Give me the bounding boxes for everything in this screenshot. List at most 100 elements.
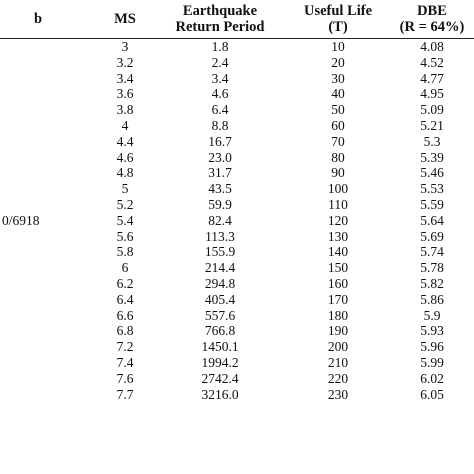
dbe-cell: 5.39 <box>420 149 444 165</box>
useful-life-cell: 190 <box>327 323 349 339</box>
useful-life-cell: 170 <box>327 291 349 307</box>
ms-cell: 3.8 <box>116 102 134 118</box>
return-period-cell: 214.4 <box>204 260 236 276</box>
useful-life-cell: 200 <box>327 339 349 355</box>
return-period-cell: 3.4 <box>211 70 229 86</box>
table-row: 5 43.5 100 5.53 <box>0 181 474 197</box>
return-period-cell: 405.4 <box>204 291 236 307</box>
dbe-cell: 5.93 <box>420 323 444 339</box>
header-useful-life: Useful Life (T) <box>286 0 390 39</box>
table-row: 6.8 766.8 190 5.93 <box>0 323 474 339</box>
table-row: 4.4 16.7 70 5.3 <box>0 134 474 150</box>
table-row: 3.4 3.4 30 4.77 <box>0 71 474 87</box>
table-row: 3.8 6.4 50 5.09 <box>0 102 474 118</box>
ms-cell: 3 <box>121 39 129 54</box>
table-row: 5.6 113.3 130 5.69 <box>0 229 474 245</box>
useful-life-cell: 50 <box>331 102 345 118</box>
dbe-cell: 5.59 <box>420 196 444 212</box>
ms-cell: 4.8 <box>116 165 134 181</box>
ms-cell: 6 <box>121 260 129 276</box>
header-useful-life-line: Useful Life <box>303 3 373 19</box>
return-period-cell: 43.5 <box>208 181 232 197</box>
dbe-cell: 5.9 <box>423 307 441 323</box>
table-row: 3.6 4.6 40 4.95 <box>0 86 474 102</box>
ms-cell: 6.8 <box>116 323 134 339</box>
header-ms: MS <box>96 0 154 39</box>
table-body: 0/6918 3 1.8 10 4.08 3.2 2.4 20 4.52 3.4 3.4 30 4.77… <box>0 39 474 403</box>
ms-cell: 6.2 <box>116 275 134 291</box>
useful-life-cell: 70 <box>331 133 345 149</box>
header-return-period-line: Return Period <box>175 19 265 35</box>
useful-life-cell: 110 <box>328 196 348 212</box>
table-row: 4 8.8 60 5.21 <box>0 118 474 134</box>
dbe-cell: 4.08 <box>420 39 444 54</box>
header-ms-line: MS <box>114 11 136 27</box>
return-period-cell: 557.6 <box>204 307 236 323</box>
dbe-cell: 4.52 <box>420 54 444 70</box>
ms-cell: 5.4 <box>116 212 134 228</box>
table-row: 5.8 155.9 140 5.74 <box>0 244 474 260</box>
dbe-cell: 5.86 <box>420 291 444 307</box>
ms-cell: 4.6 <box>116 149 134 165</box>
useful-life-cell: 220 <box>327 370 349 386</box>
return-period-cell: 8.8 <box>211 117 229 133</box>
useful-life-cell: 160 <box>327 275 349 291</box>
ms-cell: 7.7 <box>116 386 134 402</box>
dbe-cell: 5.53 <box>420 181 444 197</box>
return-period-cell: 1994.2 <box>201 354 239 370</box>
useful-life-cell: 90 <box>331 165 345 181</box>
dbe-cell: 5.99 <box>420 354 444 370</box>
return-period-cell: 82.4 <box>208 212 232 228</box>
magnitude-return-period-table: b MS Earthquake Return Period Useful Life (T)… <box>0 0 474 402</box>
return-period-cell: 2.4 <box>211 54 229 70</box>
useful-life-cell: 230 <box>327 386 349 402</box>
ms-cell: 4.4 <box>116 133 134 149</box>
dbe-cell: 5.74 <box>420 244 444 260</box>
dbe-cell: 5.21 <box>420 117 444 133</box>
b-value-cell: 0/6918 <box>2 212 40 228</box>
table-row: 6.2 294.8 160 5.82 <box>0 276 474 292</box>
useful-life-cell: 100 <box>327 181 349 197</box>
useful-life-cell: 210 <box>327 354 349 370</box>
return-period-cell: 6.4 <box>211 102 229 118</box>
dbe-cell: 6.02 <box>420 370 444 386</box>
table-row: 6.4 405.4 170 5.86 <box>0 292 474 308</box>
useful-life-cell: 180 <box>327 307 349 323</box>
dbe-cell: 4.77 <box>420 70 444 86</box>
return-period-cell: 155.9 <box>204 244 236 260</box>
ms-cell: 3.4 <box>116 70 134 86</box>
useful-life-cell: 80 <box>331 149 345 165</box>
header-return-period: Earthquake Return Period <box>154 0 286 39</box>
header-dbe-line: DBE <box>417 3 447 19</box>
table-row: 6 214.4 150 5.78 <box>0 260 474 276</box>
useful-life-cell: 130 <box>327 228 349 244</box>
useful-life-cell: 60 <box>331 117 345 133</box>
table-row: 4.8 31.7 90 5.46 <box>0 165 474 181</box>
ms-cell: 4 <box>121 117 129 133</box>
ms-cell: 6.4 <box>116 291 134 307</box>
ms-cell: 5.6 <box>116 228 134 244</box>
table-row: 7.4 1994.2 210 5.99 <box>0 355 474 371</box>
return-period-cell: 3216.0 <box>201 386 239 402</box>
dbe-cell: 5.64 <box>420 212 444 228</box>
table-row: 7.6 2742.4 220 6.02 <box>0 371 474 387</box>
ms-cell: 6.6 <box>116 307 134 323</box>
table-row: 5.2 59.9 110 5.59 <box>0 197 474 213</box>
useful-life-cell: 40 <box>331 86 345 102</box>
dbe-cell: 4.95 <box>420 86 444 102</box>
header-dbe: DBE (R = 64%) <box>390 0 474 39</box>
table-row: 6.6 557.6 180 5.9 <box>0 308 474 324</box>
table-row: 3.2 2.4 20 4.52 <box>0 55 474 71</box>
useful-life-cell: 30 <box>331 70 345 86</box>
header-return-period-line: Earthquake <box>182 3 258 19</box>
dbe-cell: 6.05 <box>420 386 444 402</box>
table-row: 7.2 1450.1 200 5.96 <box>0 339 474 355</box>
dbe-cell: 5.3 <box>423 133 441 149</box>
header-b-line: b <box>34 11 43 27</box>
header-useful-life-line: (T) <box>328 19 348 35</box>
useful-life-cell: 140 <box>327 244 349 260</box>
return-period-cell: 4.6 <box>211 86 229 102</box>
ms-cell: 7.6 <box>116 370 134 386</box>
ms-cell: 3.6 <box>116 86 134 102</box>
